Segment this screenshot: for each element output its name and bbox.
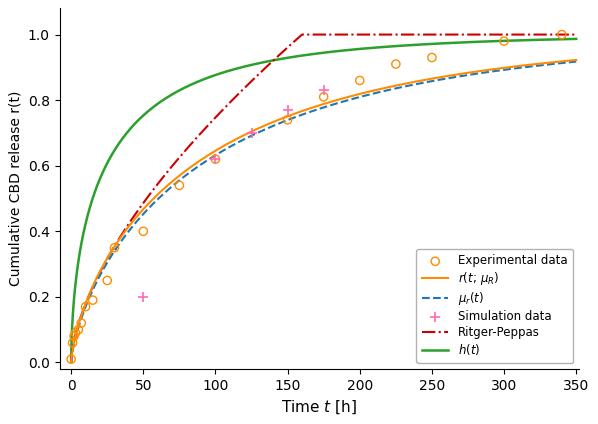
Line: $h(t)$: $h(t)$ [71, 39, 576, 363]
Experimental data [71, 329, 80, 336]
Experimental data [283, 117, 292, 123]
Experimental data [102, 277, 112, 284]
Experimental data [319, 93, 328, 100]
Ritger-Peppas [563, 32, 570, 37]
Ritger-Peppas [283, 46, 290, 51]
$\mu_r(t)$ [573, 59, 580, 64]
$h(t)$ [261, 59, 269, 64]
$r(t;\,\mu_R)$ [125, 224, 132, 229]
Experimental data [391, 61, 401, 67]
Ritger-Peppas [261, 66, 269, 71]
Ritger-Peppas [298, 32, 306, 37]
$\mu_r(t)$ [155, 196, 162, 201]
$h(t)$ [68, 360, 75, 365]
$h(t)$ [573, 36, 580, 42]
Simulation data [283, 106, 292, 113]
Ritger-Peppas [155, 180, 162, 185]
Y-axis label: Cumulative CBD release r(t): Cumulative CBD release r(t) [8, 91, 22, 286]
Simulation data [139, 293, 148, 300]
$\mu_r(t)$ [125, 229, 132, 234]
Experimental data [139, 228, 148, 234]
Legend: Experimental data, $r(t;\,\mu_R)$, $\mu_r(t)$, Simulation data, Ritger-Peppas, $: Experimental data, $r(t;\,\mu_R)$, $\mu_… [416, 248, 573, 363]
$\mu_r(t)$ [508, 66, 515, 71]
$r(t;\,\mu_R)$ [283, 114, 290, 119]
Experimental data [69, 333, 79, 340]
$h(t)$ [508, 38, 515, 43]
Experimental data [88, 297, 97, 304]
$r(t;\,\mu_R)$ [573, 57, 580, 62]
Ritger-Peppas [508, 32, 515, 37]
$\mu_r(t)$ [283, 118, 290, 123]
$r(t;\,\mu_R)$ [155, 191, 162, 196]
Experimental data [66, 356, 76, 363]
$h(t)$ [283, 56, 290, 61]
Experimental data [175, 182, 184, 189]
$r(t;\,\mu_R)$ [68, 360, 75, 365]
Experimental data [355, 77, 365, 84]
Simulation data [210, 156, 220, 162]
$\mu_r(t)$ [261, 127, 269, 132]
Line: $\mu_r(t)$: $\mu_r(t)$ [71, 61, 576, 363]
Simulation data [247, 129, 257, 136]
$r(t;\,\mu_R)$ [563, 59, 570, 64]
Line: $r(t;\,\mu_R)$: $r(t;\,\mu_R)$ [71, 60, 576, 363]
X-axis label: Time $t$ [h]: Time $t$ [h] [282, 398, 357, 416]
Experimental data [77, 320, 86, 326]
Experimental data [68, 339, 77, 346]
$r(t;\,\mu_R)$ [261, 123, 269, 128]
$\mu_r(t)$ [68, 360, 75, 365]
$r(t;\,\mu_R)$ [508, 64, 515, 70]
Experimental data [499, 38, 509, 45]
Experimental data [427, 54, 437, 61]
Experimental data [557, 31, 566, 38]
Ritger-Peppas [125, 221, 132, 226]
Line: Ritger-Peppas: Ritger-Peppas [71, 35, 576, 363]
$\mu_r(t)$ [563, 60, 570, 65]
Experimental data [210, 156, 220, 162]
$h(t)$ [155, 100, 162, 106]
Experimental data [109, 244, 119, 251]
Ritger-Peppas [68, 360, 75, 365]
Ritger-Peppas [573, 32, 580, 37]
Experimental data [81, 303, 90, 310]
Simulation data [319, 87, 328, 94]
$h(t)$ [563, 36, 570, 42]
Experimental data [74, 326, 83, 333]
$h(t)$ [125, 128, 132, 133]
